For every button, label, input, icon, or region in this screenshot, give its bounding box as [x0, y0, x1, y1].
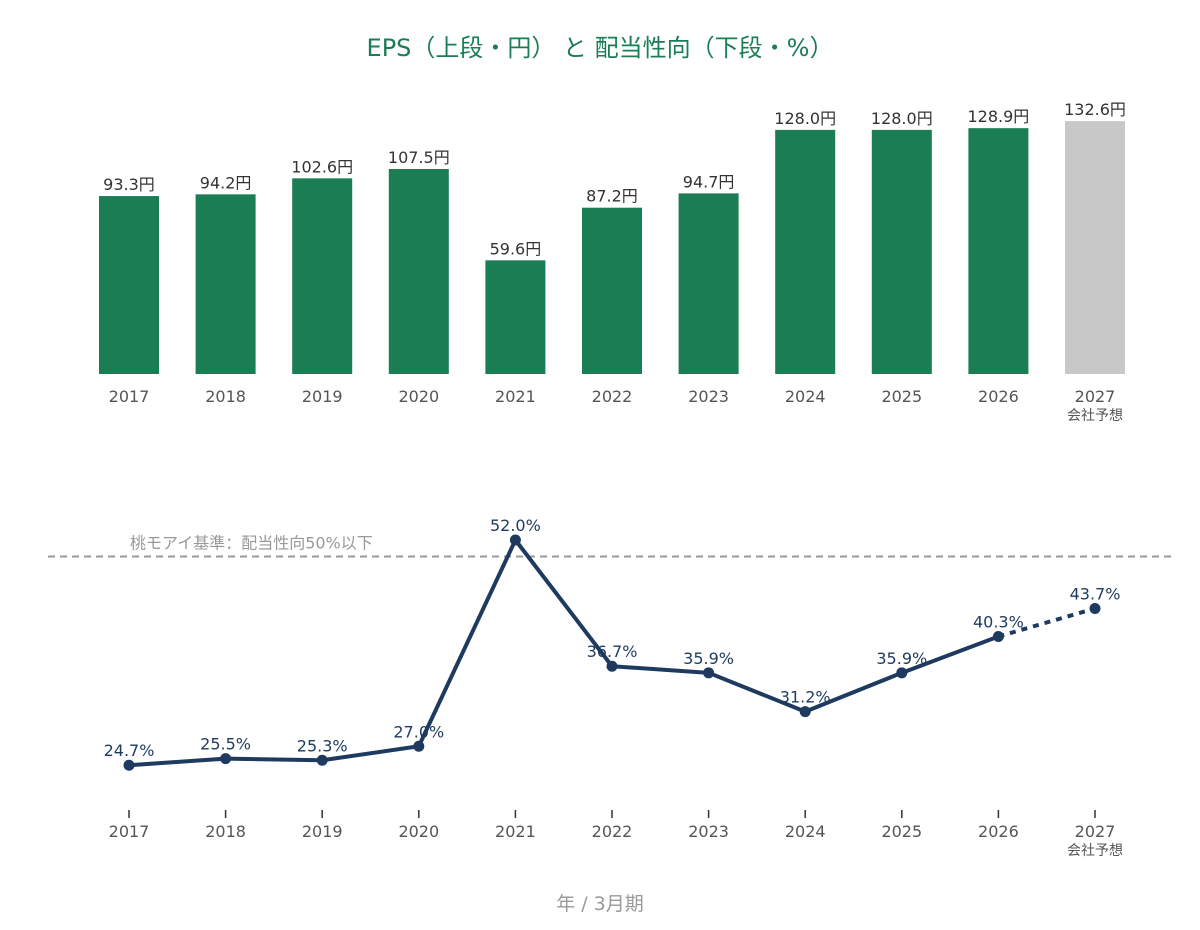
payout-ratio-point-2024 — [799, 706, 811, 718]
x-axis-title: 年 / 3月期 — [556, 893, 644, 915]
payout-ratio-point-2026 — [992, 631, 1004, 643]
payout-ratio-point-2025 — [896, 667, 908, 679]
payout-ratio-label-2022: 36.7% — [587, 642, 638, 661]
ratio-x-tick-2022: 2022 — [592, 822, 633, 841]
payout-ratio-point-2023 — [703, 667, 715, 679]
eps-value-label-2025: 128.0円 — [871, 109, 933, 128]
ratio-x-tick-2027: 2027 — [1075, 822, 1116, 841]
eps-value-label-2027: 132.6円 — [1064, 100, 1126, 119]
eps-bar-2026 — [968, 128, 1029, 374]
eps-value-label-2021: 59.6円 — [490, 239, 542, 258]
ratio-x-tick-2020: 2020 — [398, 822, 439, 841]
ratio-x-tick-2023: 2023 — [688, 822, 729, 841]
payout-ratio-label-2021: 52.0% — [490, 516, 541, 535]
payout-ratio-label-2019: 25.3% — [297, 736, 348, 755]
ratio-x-sublabel-2027: 会社予想 — [1067, 843, 1123, 859]
eps-value-label-2017: 93.3円 — [103, 175, 155, 194]
eps-bar-2022 — [582, 207, 642, 374]
eps-value-label-2023: 94.7円 — [683, 172, 735, 191]
payout-ratio-point-2022 — [606, 660, 618, 672]
eps-value-label-2020: 107.5円 — [388, 148, 450, 167]
payout-ratio-label-2024: 31.2% — [780, 688, 831, 707]
eps-value-label-2022: 87.2円 — [586, 187, 638, 206]
eps-x-tick-2020: 2020 — [398, 387, 439, 406]
eps-bar-2023 — [678, 193, 739, 374]
eps-x-tick-2021: 2021 — [495, 387, 536, 406]
ratio-x-tick-2025: 2025 — [881, 822, 922, 841]
payout-ratio-line — [127, 538, 1001, 768]
payout-ratio-point-2027 — [1089, 602, 1101, 614]
reference-line-label: 桃モアイ基準：配当性向50%以下 — [130, 534, 373, 553]
payout-ratio-label-2017: 24.7% — [104, 741, 155, 760]
payout-ratio-point-2020 — [413, 740, 425, 752]
eps-value-label-2026: 128.9円 — [967, 107, 1029, 126]
payout-ratio-forecast-line — [997, 606, 1096, 639]
payout-ratio-point-2017 — [123, 759, 135, 771]
payout-ratio-label-2023: 35.9% — [683, 649, 734, 668]
ratio-x-tick-2019: 2019 — [302, 822, 343, 841]
ratio-x-tick-2026: 2026 — [978, 822, 1019, 841]
payout-ratio-point-2019 — [316, 754, 328, 766]
eps-x-tick-2022: 2022 — [592, 387, 633, 406]
eps-x-tick-2023: 2023 — [688, 387, 729, 406]
eps-bar-2018 — [195, 194, 256, 374]
eps-bar-2017 — [99, 196, 159, 374]
ratio-x-tick-2024: 2024 — [785, 822, 826, 841]
payout-ratio-point-2018 — [220, 753, 232, 765]
ratio-x-tick-2017: 2017 — [109, 822, 150, 841]
payout-ratio-label-2018: 25.5% — [200, 735, 251, 754]
payout-ratio-point-2021 — [509, 534, 521, 546]
payout-ratio-label-2027: 43.7% — [1070, 584, 1121, 603]
chart-title: EPS（上段・円） と 配当性向（下段・%） — [366, 34, 834, 62]
ratio-x-tick-2018: 2018 — [205, 822, 246, 841]
eps-x-tick-2018: 2018 — [205, 387, 246, 406]
eps-x-sublabel-2027: 会社予想 — [1067, 408, 1123, 424]
eps-x-tick-2027: 2027 — [1075, 387, 1116, 406]
eps-bar-2027 — [1065, 121, 1125, 374]
eps-bar-2021 — [485, 260, 546, 374]
payout-ratio-label-2020: 27.0% — [393, 722, 444, 741]
eps-x-tick-2017: 2017 — [109, 387, 150, 406]
eps-bar-2024 — [775, 129, 836, 374]
payout-ratio-label-2025: 35.9% — [876, 649, 927, 668]
eps-value-label-2024: 128.0円 — [774, 109, 836, 128]
eps-x-tick-2025: 2025 — [881, 387, 922, 406]
eps-value-label-2019: 102.6円 — [291, 157, 353, 176]
eps-bar-2020 — [388, 168, 449, 374]
eps-bar-2025 — [871, 129, 932, 374]
payout-ratio-label-2026: 40.3% — [973, 613, 1024, 632]
eps-x-tick-2024: 2024 — [785, 387, 826, 406]
eps-x-tick-2019: 2019 — [302, 387, 343, 406]
eps-value-label-2018: 94.2円 — [200, 173, 252, 192]
eps-x-tick-2026: 2026 — [978, 387, 1019, 406]
ratio-x-tick-2021: 2021 — [495, 822, 536, 841]
eps-bar-2019 — [292, 178, 353, 374]
